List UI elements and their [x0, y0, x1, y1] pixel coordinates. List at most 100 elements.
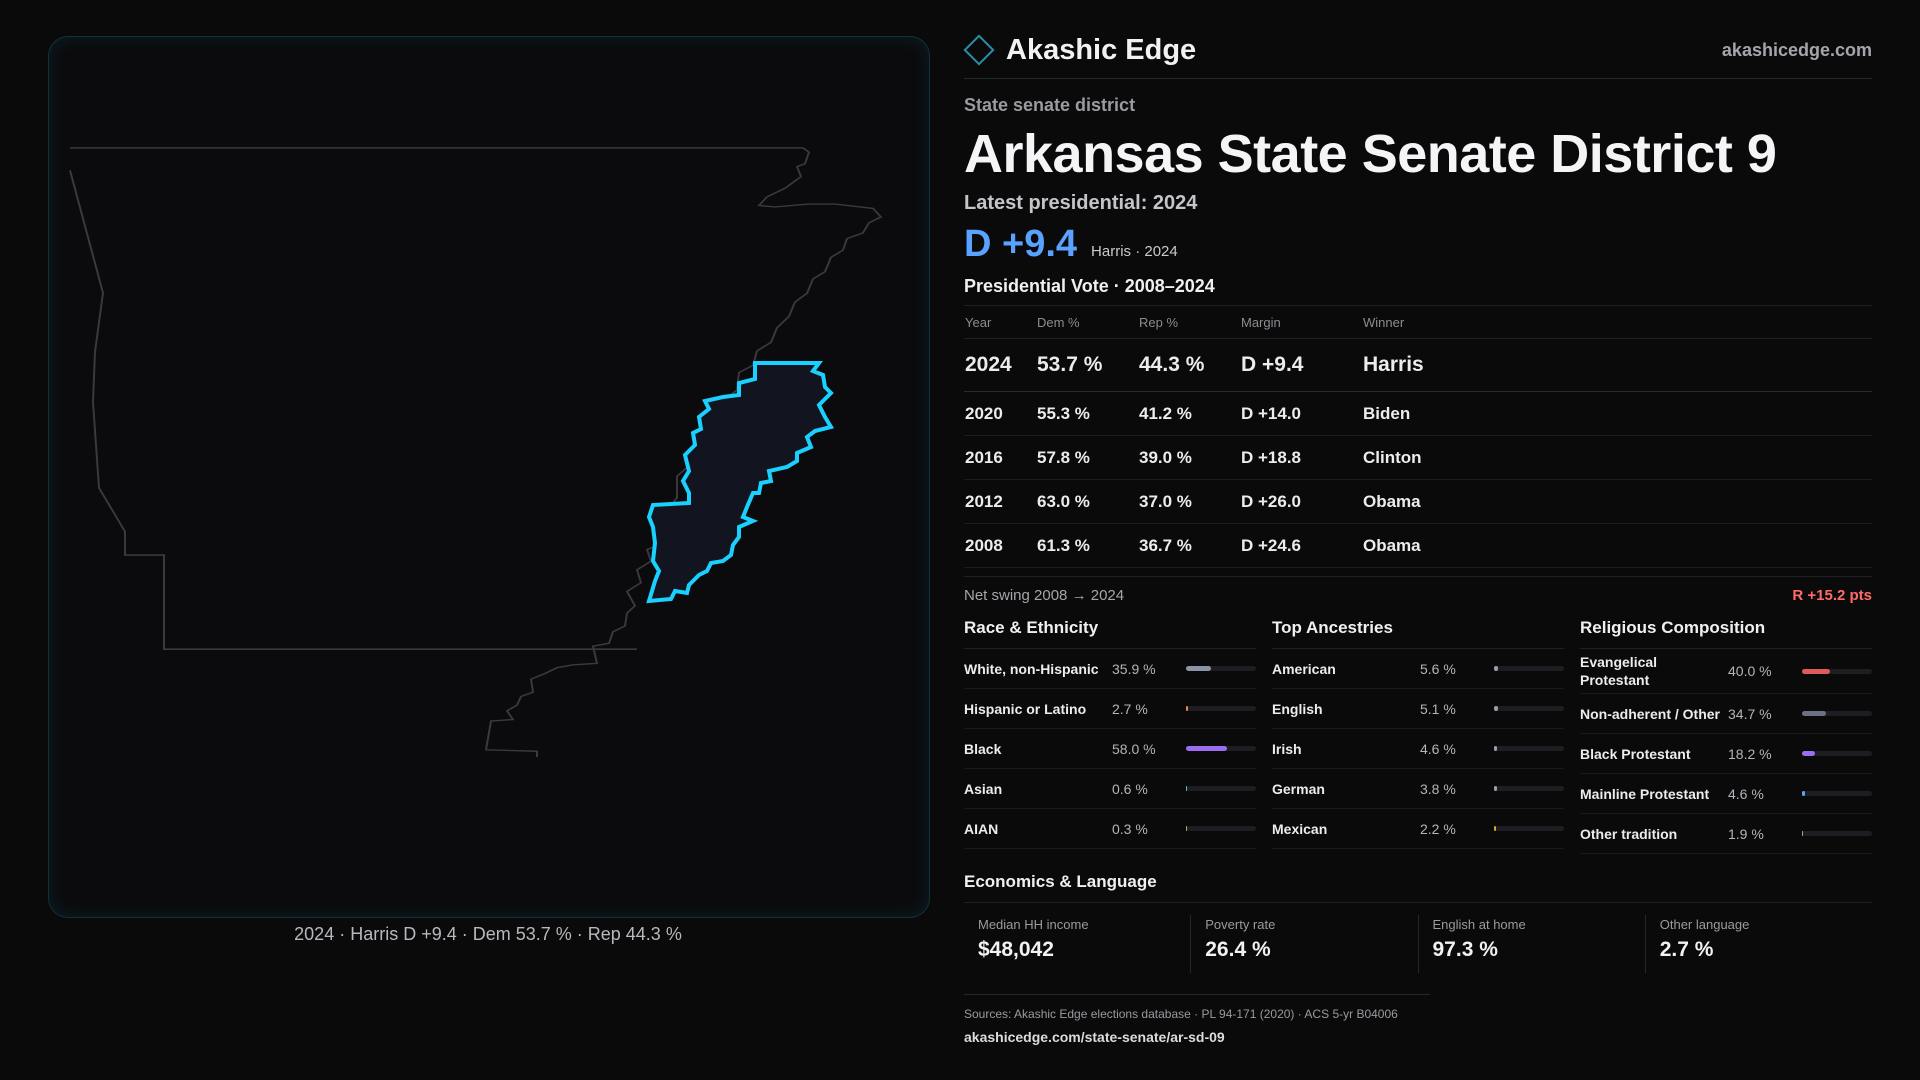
share-bar-fill [1802, 791, 1806, 796]
list-item: Irish 4.6 % [1272, 729, 1564, 769]
item-label: German [1272, 780, 1325, 797]
cell-winner: Clinton [1362, 435, 1872, 480]
list-item: Asian 0.6 % [964, 769, 1256, 809]
item-value: 1.9 % [1728, 825, 1764, 842]
cell-year: 2020 [964, 391, 1036, 436]
list-item: Evangelical Protestant 40.0 % [1580, 649, 1872, 694]
stat-value: 97.3 % [1432, 938, 1498, 961]
brand-header: Akashic Edge akashicedge.com [963, 32, 1872, 79]
share-bar [1186, 706, 1256, 711]
diamond-logo-icon [963, 34, 995, 66]
state-outline-west [69, 170, 637, 651]
brand[interactable]: Akashic Edge [963, 33, 1197, 67]
col-rep: Rep % [1138, 306, 1240, 339]
share-bar-fill [1186, 786, 1188, 791]
cell-year: 2024 [964, 338, 1036, 392]
table-row: 2016 57.8 % 39.0 % D +18.8 Clinton [964, 435, 1872, 480]
list-item: Black 58.0 % [964, 729, 1256, 769]
share-bar-fill [1802, 711, 1827, 716]
religion-section: Religious Composition Evangelical Protes… [1580, 618, 1872, 854]
stat-label: English at home [1432, 917, 1526, 932]
item-value: 34.7 % [1728, 705, 1772, 722]
stat-label: Other language [1659, 917, 1750, 932]
share-bar [1802, 668, 1872, 674]
table-row: 2012 63.0 % 37.0 % D +26.0 Obama [964, 479, 1872, 524]
cell-winner: Obama [1362, 479, 1872, 524]
cell-dem: 63.0 % [1036, 479, 1138, 524]
brand-name: Akashic Edge [1006, 33, 1197, 66]
cell-rep: 44.3 % [1138, 338, 1240, 392]
section-title: Religious Composition [1580, 618, 1872, 649]
section-title: Top Ancestries [1272, 618, 1564, 649]
stat-value: 2.7 % [1659, 938, 1714, 961]
share-bar-fill [1186, 666, 1212, 671]
page-url-link[interactable]: akashicedge.com/state-senate/ar-sd-09 [964, 1029, 1225, 1045]
stat-label: Median HH income [978, 917, 1089, 932]
item-label: Black Protestant [1580, 745, 1691, 762]
item-value: 58.0 % [1112, 740, 1156, 757]
stat-value: 26.4 % [1205, 938, 1271, 961]
list-item: Mexican 2.2 % [1272, 809, 1564, 849]
headline-margin: D +9.4 Harris · 2024 [964, 223, 1872, 266]
table-row: 2020 55.3 % 41.2 % D +14.0 Biden [964, 391, 1872, 436]
share-bar [1186, 746, 1256, 751]
district-map [69, 147, 883, 757]
share-bar-fill [1186, 706, 1188, 711]
net-swing-label: Net swing 2008 → 2024 [964, 587, 1125, 604]
share-bar [1494, 786, 1564, 791]
list-item: AIAN 0.3 % [964, 809, 1256, 849]
share-bar [1186, 666, 1256, 671]
cell-margin: D +24.6 [1240, 523, 1362, 568]
net-swing-value: R +15.2 pts [1792, 587, 1872, 604]
list-item: Non-adherent / Other 34.7 % [1580, 694, 1872, 734]
item-value: 5.1 % [1420, 700, 1456, 717]
cell-winner: Obama [1362, 523, 1872, 568]
item-label: Hispanic or Latino [964, 700, 1087, 717]
col-year: Year [964, 306, 1036, 339]
item-label: Black [964, 740, 1002, 757]
cell-dem: 55.3 % [1036, 391, 1138, 436]
item-value: 2.7 % [1112, 700, 1148, 717]
share-bar [1186, 826, 1256, 831]
item-value: 2.2 % [1420, 820, 1456, 837]
item-label: Evangelical Protestant [1580, 654, 1658, 688]
cell-rep: 36.7 % [1138, 523, 1240, 568]
ancestry-section: Top Ancestries American 5.6 % English 5.1 %… [1272, 618, 1564, 854]
table-row: 2008 61.3 % 36.7 % D +24.6 Obama [964, 523, 1872, 568]
stat-cell: Median HH income $48,042 [964, 915, 1190, 973]
item-label: English [1272, 700, 1323, 717]
item-value: 40.0 % [1728, 663, 1772, 679]
item-label: Mainline Protestant [1580, 785, 1710, 802]
economics-stats: Median HH income $48,042 Poverty rate 26… [964, 915, 1872, 973]
col-margin: Margin [1240, 306, 1362, 339]
share-bar-fill [1186, 826, 1188, 831]
item-value: 35.9 % [1112, 660, 1156, 677]
share-bar [1186, 786, 1256, 791]
cell-rep: 41.2 % [1138, 391, 1240, 436]
list-item: Other tradition 1.9 % [1580, 814, 1872, 854]
page-eyebrow: State senate district [964, 95, 1136, 115]
cell-year: 2008 [964, 523, 1036, 568]
item-label: AIAN [964, 820, 999, 837]
share-bar-fill [1802, 831, 1804, 836]
presidential-vote-table: Year Dem % Rep % Margin Winner 2024 53.7… [964, 306, 1872, 568]
cell-winner: Harris [1362, 338, 1872, 392]
item-value: 18.2 % [1728, 745, 1772, 762]
item-value: 3.8 % [1420, 780, 1456, 797]
share-bar-fill [1494, 666, 1498, 671]
page-title: Arkansas State Senate District 9 [964, 124, 1777, 184]
sources-footer: Sources: Akashic Edge elections database… [964, 994, 1430, 1045]
cell-year: 2012 [964, 479, 1036, 524]
item-value: 0.3 % [1112, 820, 1148, 837]
cell-rep: 39.0 % [1138, 435, 1240, 480]
map-panel[interactable] [48, 36, 930, 918]
share-bar-fill [1186, 746, 1227, 751]
share-bar-fill [1494, 826, 1496, 831]
cell-margin: D +9.4 [1240, 338, 1362, 392]
share-bar-fill [1494, 706, 1498, 711]
brand-url-link[interactable]: akashicedge.com [1721, 39, 1872, 60]
item-label: Other tradition [1580, 825, 1678, 842]
presidential-vote-title: Presidential Vote · 2008–2024 [964, 276, 1872, 306]
sources-text: Sources: Akashic Edge elections database… [964, 1007, 1398, 1021]
item-label: White, non-Hispanic [964, 660, 1099, 677]
